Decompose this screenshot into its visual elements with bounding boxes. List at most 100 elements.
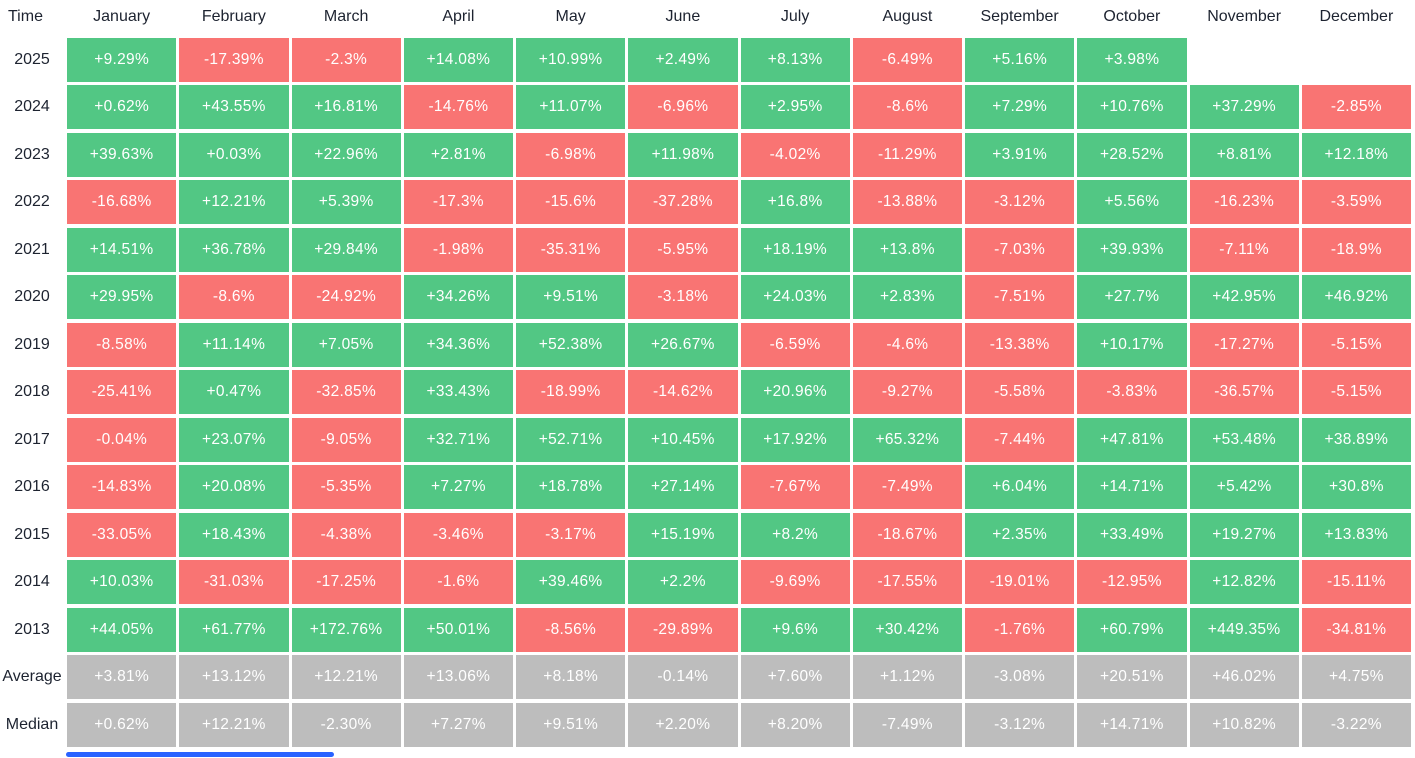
return-cell: -35.31% xyxy=(516,227,626,272)
return-cell: -7.51% xyxy=(965,275,1075,319)
month-header-december: December xyxy=(1319,8,1394,25)
row-label-2014: 2014 xyxy=(14,573,50,590)
return-cell: -5.58% xyxy=(965,370,1075,414)
return-cell: -1.76% xyxy=(965,607,1075,652)
row-label-2013: 2013 xyxy=(14,620,50,638)
return-cell: -15.11% xyxy=(1301,560,1411,604)
return-cell: -3.22% xyxy=(1301,702,1411,747)
return-cell: +33.43% xyxy=(403,370,513,414)
return-cell: +20.51% xyxy=(1077,655,1187,699)
return-cell: -18.99% xyxy=(516,370,626,414)
row-label-2023: 2023 xyxy=(14,145,50,163)
return-cell: -3.59% xyxy=(1301,180,1411,224)
row-label-2019: 2019 xyxy=(14,335,50,353)
time-column-header: Time xyxy=(8,8,43,25)
return-cell: +42.95% xyxy=(1189,275,1299,319)
horizontal-scrollbar[interactable] xyxy=(66,752,334,757)
return-cell: +8.81% xyxy=(1189,132,1299,177)
return-cell: -5.15% xyxy=(1301,370,1411,414)
return-cell: +0.47% xyxy=(179,370,289,414)
return-cell: +10.82% xyxy=(1189,702,1299,747)
return-cell: -17.25% xyxy=(291,560,401,604)
return-cell: +18.43% xyxy=(179,512,289,557)
return-cell: -8.56% xyxy=(516,607,626,652)
return-cell: -5.35% xyxy=(291,465,401,509)
return-cell: +22.96% xyxy=(291,132,401,177)
return-cell: -15.6% xyxy=(516,180,626,224)
return-cell: +5.16% xyxy=(965,37,1075,82)
return-cell: +8.20% xyxy=(740,702,850,747)
row-label-2022: 2022 xyxy=(14,193,50,210)
return-cell: +20.08% xyxy=(179,465,289,509)
return-cell: +19.27% xyxy=(1189,512,1299,557)
return-cell: +2.95% xyxy=(740,85,850,129)
return-cell: +17.92% xyxy=(740,417,850,462)
month-header-november: November xyxy=(1207,8,1282,25)
month-header-may: May xyxy=(555,8,586,25)
return-cell: +5.42% xyxy=(1189,465,1299,509)
return-cell: +37.29% xyxy=(1189,85,1299,129)
return-cell: +2.35% xyxy=(965,512,1075,557)
return-cell: +0.62% xyxy=(67,85,177,129)
return-cell: +26.67% xyxy=(628,322,738,367)
row-label-average: Average xyxy=(2,668,62,685)
return-cell: +38.89% xyxy=(1301,417,1411,462)
return-cell: -3.17% xyxy=(516,512,626,557)
return-cell: +0.03% xyxy=(179,132,289,177)
return-cell: +3.81% xyxy=(67,655,177,699)
return-cell: -12.95% xyxy=(1077,560,1187,604)
return-cell: -14.83% xyxy=(67,465,177,509)
return-cell: +12.21% xyxy=(291,655,401,699)
empty-cell xyxy=(1190,38,1299,82)
return-cell: +10.03% xyxy=(67,560,177,604)
return-cell: -25.41% xyxy=(67,370,177,414)
return-cell: +2.20% xyxy=(628,702,738,747)
return-cell: +39.93% xyxy=(1077,227,1187,272)
return-cell: -32.85% xyxy=(291,370,401,414)
return-cell: -11.29% xyxy=(852,132,962,177)
return-cell: -8.6% xyxy=(852,85,962,129)
return-cell: +3.98% xyxy=(1077,37,1187,82)
return-cell: +28.52% xyxy=(1077,132,1187,177)
return-cell: -9.27% xyxy=(852,370,962,414)
return-cell: +10.76% xyxy=(1077,85,1187,129)
return-cell: +1.12% xyxy=(852,655,962,699)
return-cell: -24.92% xyxy=(291,275,401,319)
return-cell: +8.2% xyxy=(740,512,850,557)
return-cell: +33.49% xyxy=(1077,512,1187,557)
return-cell: -4.6% xyxy=(852,322,962,367)
return-cell: +16.8% xyxy=(740,180,850,224)
row-label-2017: 2017 xyxy=(14,430,50,448)
return-cell: -3.08% xyxy=(965,655,1075,699)
return-cell: +9.29% xyxy=(67,37,177,82)
return-cell: +449.35% xyxy=(1189,607,1299,652)
month-header-june: June xyxy=(665,8,701,25)
return-cell: +29.84% xyxy=(291,227,401,272)
return-cell: +6.04% xyxy=(965,465,1075,509)
return-cell: -13.38% xyxy=(965,322,1075,367)
return-cell: -7.49% xyxy=(852,465,962,509)
return-cell: -1.6% xyxy=(403,560,513,604)
return-cell: +29.95% xyxy=(67,275,177,319)
return-cell: -16.23% xyxy=(1189,180,1299,224)
return-cell: -2.30% xyxy=(291,702,401,747)
return-cell: +12.18% xyxy=(1301,132,1411,177)
return-cell: +3.91% xyxy=(965,132,1075,177)
return-cell: +12.82% xyxy=(1189,560,1299,604)
return-cell: -33.05% xyxy=(67,512,177,557)
row-label-2020: 2020 xyxy=(14,288,50,305)
return-cell: +61.77% xyxy=(179,607,289,652)
return-cell: +9.6% xyxy=(740,607,850,652)
return-cell: +13.8% xyxy=(852,227,962,272)
month-header-july: July xyxy=(780,8,810,25)
row-label-2025: 2025 xyxy=(14,50,50,68)
return-cell: +43.55% xyxy=(179,85,289,129)
return-cell: +7.60% xyxy=(740,655,850,699)
return-cell: +47.81% xyxy=(1077,417,1187,462)
return-cell: -6.98% xyxy=(516,132,626,177)
return-cell: -19.01% xyxy=(965,560,1075,604)
return-cell: -17.3% xyxy=(403,180,513,224)
return-cell: -17.39% xyxy=(179,37,289,82)
return-cell: +53.48% xyxy=(1189,417,1299,462)
